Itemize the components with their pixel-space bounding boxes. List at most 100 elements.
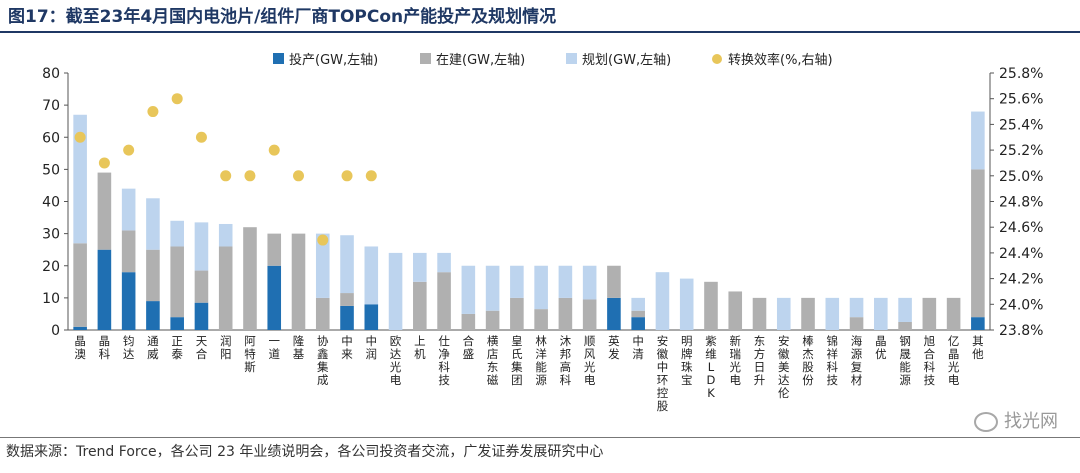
category-label: 上机 — [414, 334, 426, 361]
bar-construction — [194, 270, 209, 303]
category-label: 明牌珠宝 — [681, 334, 693, 387]
efficiency-point — [293, 170, 304, 182]
left-tick-label: 20 — [42, 259, 60, 275]
category-label: 合盛 — [463, 334, 475, 361]
bar-planned — [874, 297, 888, 330]
bar-construction — [946, 297, 961, 330]
category-label: 新瑞光电 — [729, 334, 741, 387]
category-label: 协鑫集成 — [317, 334, 329, 387]
bar-planned — [898, 297, 912, 322]
bar-production — [194, 302, 209, 330]
bar-construction — [121, 230, 136, 273]
bar-construction — [170, 246, 184, 318]
bar-construction — [971, 169, 985, 318]
left-tick-label: 10 — [42, 291, 60, 307]
source-note: 数据来源：Trend Force，各公司 23 年业绩说明会，各公司投资者交流，… — [6, 444, 604, 460]
right-tick-label: 24.0% — [999, 297, 1043, 313]
legend-swatch — [712, 54, 722, 64]
left-tick-label: 40 — [42, 195, 60, 211]
left-tick-label: 80 — [42, 66, 60, 82]
bar-planned — [170, 220, 184, 247]
bar-planned — [849, 297, 864, 318]
bar-construction — [218, 246, 233, 330]
watermark: 找光网 — [974, 407, 1058, 433]
category-label: 钧达 — [123, 334, 135, 361]
bar-planned — [485, 265, 500, 311]
bar-production — [971, 317, 985, 330]
right-tick-label: 24.6% — [999, 220, 1043, 236]
bar-production — [607, 297, 621, 330]
bar-planned — [655, 272, 670, 330]
title-rule — [0, 31, 1080, 33]
bar-construction — [437, 272, 451, 330]
category-label: 横店东磁 — [487, 334, 499, 387]
efficiency-point — [317, 234, 329, 246]
left-tick-label: 0 — [51, 323, 60, 339]
bar-production — [97, 249, 112, 330]
category-label: 安徽美达伦 — [778, 334, 790, 400]
bar-planned — [413, 252, 427, 282]
bar-planned — [461, 265, 476, 314]
chart-efficiency-points — [74, 93, 377, 246]
category-label: 正泰 — [171, 334, 183, 361]
category-label: 锦祥科技 — [827, 334, 839, 387]
efficiency-point — [147, 106, 159, 118]
bar-construction — [631, 310, 645, 318]
bar-planned — [510, 265, 524, 298]
efficiency-point — [341, 170, 353, 182]
bar-production — [73, 326, 87, 330]
category-label: 中来 — [341, 334, 353, 361]
bar-construction — [607, 265, 621, 298]
bar-planned — [679, 278, 694, 330]
efficiency-point — [74, 131, 86, 143]
bar-planned — [776, 297, 791, 330]
efficiency-point — [220, 170, 232, 182]
category-label: 中清 — [632, 334, 644, 361]
bar-production — [170, 317, 184, 330]
stacked-bar-chart: 0 10 20 30 40 50 60 70 80 23.8% 24.0% 24.2% 24.4% 24.… — [42, 52, 1043, 413]
bar-planned — [146, 198, 160, 250]
legend-label: 规划(GW,左轴) — [582, 53, 671, 68]
category-label: 仕净科技 — [438, 334, 450, 387]
chart-legend: 投产(GW,左轴) 在建(GW,左轴) 规划(GW,左轴) 转换效率(%,右轴) — [273, 52, 833, 68]
category-label: 钢晟能源 — [899, 334, 911, 387]
bar-planned — [631, 297, 645, 311]
category-label: 欧达光电 — [390, 334, 402, 387]
category-label: 隆基 — [293, 334, 305, 361]
bar-construction — [558, 297, 573, 330]
category-label: 晶优 — [875, 334, 887, 361]
category-label: 旭合科技 — [924, 334, 936, 387]
bar-planned — [971, 111, 985, 170]
bar-construction — [485, 310, 500, 330]
bar-production — [121, 272, 136, 330]
bar-construction — [97, 172, 112, 250]
bar-planned — [825, 297, 840, 330]
category-label: 中润 — [366, 334, 378, 361]
category-label: 其他 — [972, 334, 984, 361]
right-tick-label: 25.4% — [999, 117, 1043, 133]
bar-planned — [534, 265, 548, 310]
bar-planned — [218, 223, 233, 247]
right-tick-label: 25.2% — [999, 143, 1043, 159]
category-label: 海源复材 — [851, 334, 863, 387]
bar-planned — [364, 246, 379, 305]
right-tick-label: 24.2% — [999, 272, 1043, 288]
bar-construction — [534, 309, 548, 330]
bar-production — [146, 301, 160, 330]
category-label: 一道 — [268, 334, 280, 361]
bar-production — [340, 305, 354, 330]
category-label: 通威 — [147, 334, 159, 361]
bar-planned — [558, 265, 573, 298]
right-tick-label: 23.8% — [999, 323, 1043, 339]
efficiency-point — [123, 144, 135, 156]
bar-construction — [922, 297, 937, 330]
source-rule — [0, 437, 1080, 438]
bar-construction — [243, 227, 257, 330]
legend-label: 转换效率(%,右轴) — [728, 52, 833, 68]
legend-swatch — [273, 53, 284, 64]
category-label: 皇氏集团 — [511, 334, 523, 387]
left-tick-label: 30 — [42, 227, 60, 243]
bar-construction — [340, 293, 354, 306]
bar-construction — [898, 321, 912, 330]
